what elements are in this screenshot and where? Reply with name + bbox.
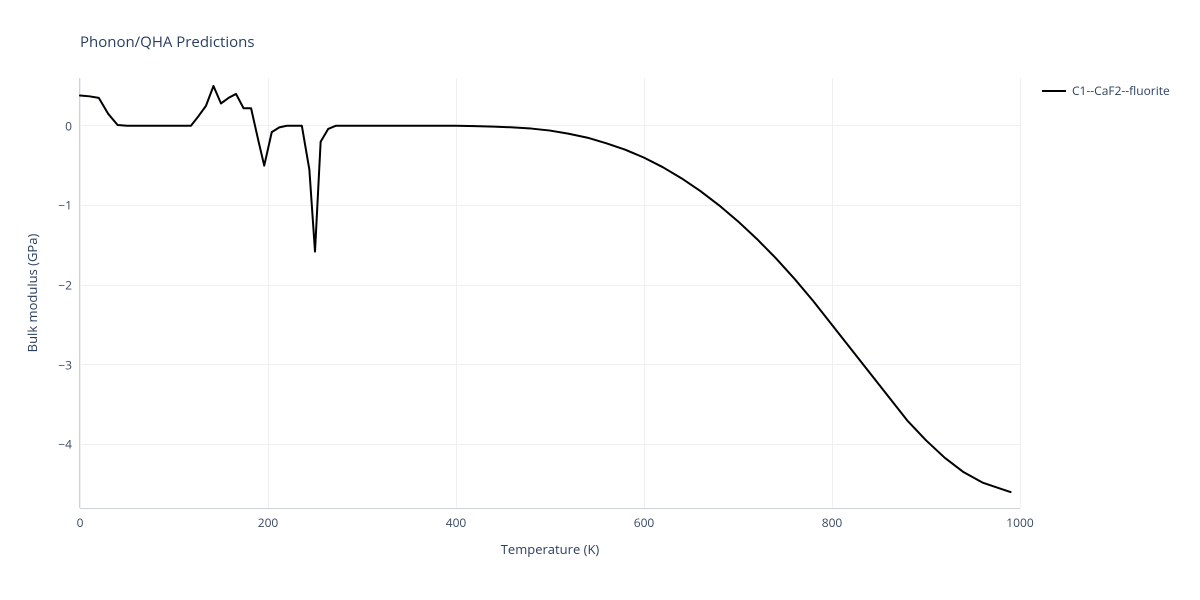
x-axis-line bbox=[80, 508, 1020, 509]
legend-label: C1--CaF2--fluorite bbox=[1072, 82, 1170, 99]
x-tick-label: 800 bbox=[822, 514, 843, 531]
x-tick-label: 600 bbox=[634, 514, 655, 531]
x-axis-title: Temperature (K) bbox=[501, 540, 600, 558]
y-tick-label: −1 bbox=[58, 197, 72, 214]
chart-container: Phonon/QHA Predictions 02004006008001000… bbox=[0, 0, 1200, 600]
y-tick-label: −3 bbox=[58, 356, 72, 373]
legend-line-icon bbox=[1042, 90, 1066, 92]
y-tick-label: −2 bbox=[58, 277, 72, 294]
chart-legend: C1--CaF2--fluorite bbox=[1042, 82, 1170, 99]
plot-area: 02004006008001000−4−3−2−10 bbox=[80, 78, 1020, 508]
x-tick-label: 200 bbox=[258, 514, 279, 531]
x-tick-label: 0 bbox=[77, 514, 84, 531]
series-layer bbox=[80, 78, 1020, 508]
y-tick-label: −4 bbox=[58, 436, 72, 453]
chart-title: Phonon/QHA Predictions bbox=[80, 32, 255, 52]
y-axis-title: Bulk modulus (GPa) bbox=[23, 234, 41, 353]
x-tick-label: 400 bbox=[446, 514, 467, 531]
y-tick-label: 0 bbox=[65, 117, 72, 134]
x-tick-label: 1000 bbox=[1006, 514, 1033, 531]
series-line bbox=[80, 86, 1011, 492]
